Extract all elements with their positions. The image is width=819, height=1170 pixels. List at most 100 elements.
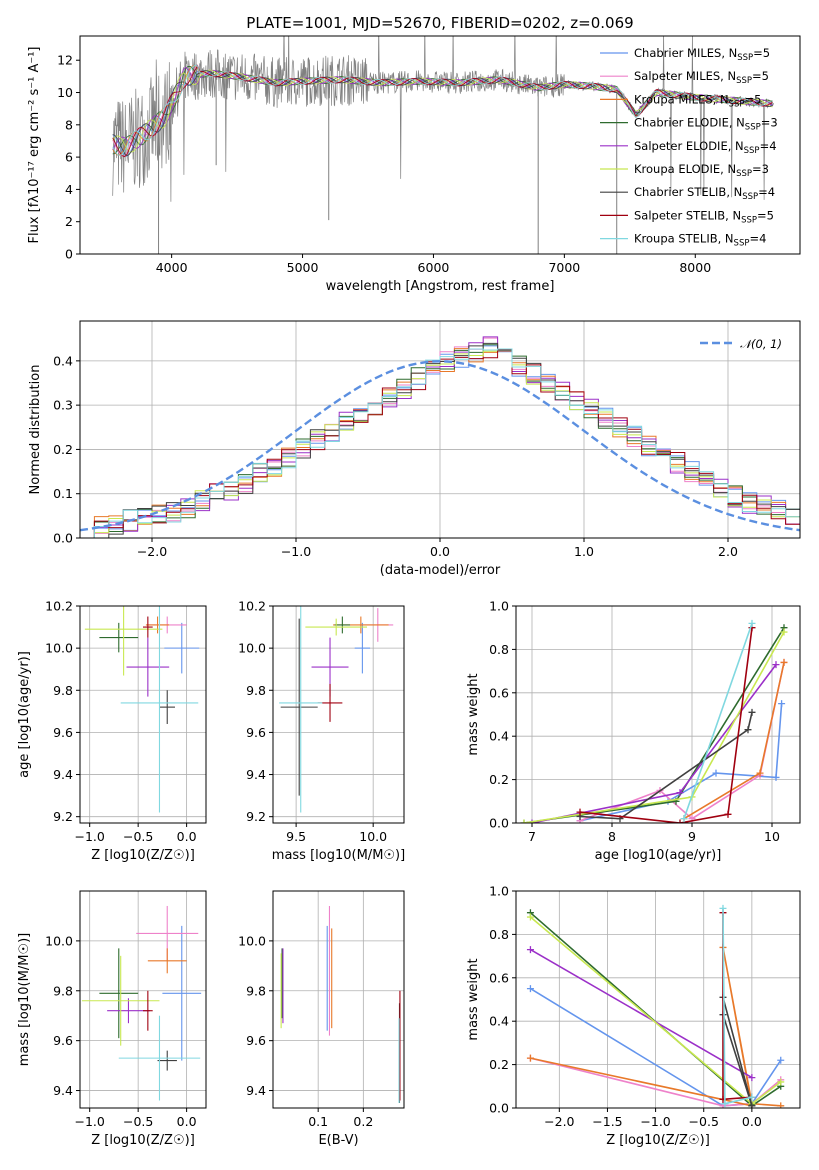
- y-tick-label: 9.2: [53, 809, 73, 824]
- x-tick-label: 4000: [156, 260, 188, 275]
- series-marker-salpeter-stelib: [676, 819, 684, 823]
- series-marker-salpeter-stelib: [724, 810, 732, 818]
- x-tick-label: 10: [764, 829, 780, 844]
- x-axis-label: (data-model)/error: [380, 563, 501, 578]
- x-tick-label: 0.0: [177, 829, 197, 844]
- legend-entry-chabrier-miles-n-ssp-5: Chabrier MILES, NSSP=5: [600, 46, 770, 63]
- series-marker-chabrier-stelib: [744, 726, 752, 734]
- gaussian-curve: [80, 360, 800, 532]
- histogram-kroupa-miles: [80, 348, 800, 538]
- errorbar-salpeter-elodie: [107, 998, 150, 1024]
- legend-entry-salpeter-stelib-n-ssp-5: Salpeter STELIB, NSSP=5: [600, 208, 774, 225]
- plot-area: [84, 606, 200, 813]
- model-line-kroupa-stelib-n-ssp-4: [112, 64, 773, 156]
- legend-label-sub: SSP: [736, 76, 752, 86]
- legend-label: Salpeter ELODIE, NSSP=4: [634, 139, 777, 156]
- legend-entry-salpeter-elodie-n-ssp-4: Salpeter ELODIE, NSSP=4: [600, 139, 777, 156]
- errorbar-kroupa-miles: [145, 616, 170, 634]
- series-marker-chabrier-miles: [712, 769, 720, 777]
- y-tick-label: 0: [65, 247, 73, 262]
- legend-label-sub: SSP: [744, 146, 760, 156]
- plot-area: [80, 336, 800, 538]
- legend-label-tail: =5: [753, 46, 770, 60]
- legend-label-sub: SSP: [736, 169, 752, 179]
- x-tick-label: −1.0: [75, 1114, 105, 1129]
- series-line-kroupa-stelib: [683, 623, 753, 819]
- legend-label-tail: =4: [749, 232, 766, 246]
- errorbar-kroupa-elodie: [305, 618, 368, 636]
- series-line-chabrier-stelib: [722, 997, 753, 1107]
- legend-entry-chabrier-elodie-n-ssp-3: Chabrier ELODIE, NSSP=3: [600, 116, 778, 133]
- legend-label-main: Salpeter MILES, N: [634, 69, 736, 83]
- x-tick-label: 7000: [548, 260, 580, 275]
- legend-label-main: Chabrier MILES, N: [634, 46, 737, 60]
- axes-frame: [79, 605, 207, 824]
- x-tick-label: −1.0: [640, 1114, 670, 1129]
- x-tick-label: 8000: [679, 260, 711, 275]
- errorbar-kroupa-elodie: [81, 955, 160, 1046]
- legend-label-sub: SSP: [742, 192, 758, 202]
- x-axis-label: Z [log10(Z/Z☉)]: [91, 848, 195, 863]
- errorbar-chabrier-elodie: [334, 616, 351, 634]
- series-marker-salpeter-stelib: [576, 808, 584, 816]
- y-tick-label: 0.4: [489, 729, 509, 744]
- legend-label-main: Chabrier STELIB, N: [634, 185, 742, 199]
- legend-label-main: Kroupa MILES, N: [634, 92, 729, 106]
- series-marker-kroupa-miles: [526, 1054, 534, 1062]
- errorbar-salpeter-stelib: [143, 616, 153, 638]
- series-marker-kroupa-elodie: [526, 913, 534, 921]
- legend-label-tail: =5: [744, 92, 761, 106]
- errorbar-kroupa-stelib: [120, 606, 199, 813]
- legend-label-tail: =4: [760, 139, 777, 153]
- x-tick-label: 10.0: [359, 829, 387, 844]
- x-tick-label: 5000: [287, 260, 319, 275]
- axes-frame: [272, 890, 405, 1109]
- errorbar-chabrier-miles: [164, 622, 200, 674]
- errorbar-kroupa-miles: [147, 948, 187, 974]
- legend-label-main: Chabrier ELODIE, N: [634, 116, 745, 130]
- y-tick-label: 0.1: [53, 486, 73, 501]
- legend-label-main: Kroupa ELODIE, N: [634, 162, 736, 176]
- x-tick-label: 1.0: [574, 544, 594, 559]
- x-tick-label: −0.5: [123, 829, 153, 844]
- y-axis-label: age [log10(age/yr)]: [17, 651, 32, 778]
- y-tick-label: 9.2: [246, 809, 266, 824]
- legend-entry-salpeter-miles-n-ssp-5: Salpeter MILES, NSSP=5: [600, 69, 769, 86]
- series-marker-kroupa-miles: [756, 769, 764, 777]
- legend-label: Chabrier ELODIE, NSSP=3: [634, 116, 778, 133]
- y-tick-label: 0.6: [489, 685, 509, 700]
- plot-area: [520, 619, 788, 823]
- x-tick-label: 2.0: [718, 544, 738, 559]
- axes-frame: [79, 890, 207, 1109]
- series-marker-kroupa-elodie: [520, 819, 528, 823]
- y-tick-label: 0.2: [489, 1057, 509, 1072]
- series-line-chabrier-miles: [579, 703, 783, 822]
- series-marker-chabrier-stelib: [748, 1102, 756, 1108]
- series-line-salpeter-elodie: [529, 948, 753, 1079]
- x-tick-label: 6000: [418, 260, 450, 275]
- y-tick-label: 9.6: [53, 1033, 73, 1048]
- y-axis-label: mass weight: [466, 958, 481, 1040]
- series-line-chabrier-stelib: [579, 712, 753, 820]
- errorbar-chabrier-elodie: [99, 948, 139, 1039]
- x-tick-label: −0.5: [123, 1114, 153, 1129]
- legend-label-tail: =5: [752, 69, 769, 83]
- axes-frame: [272, 605, 405, 824]
- x-tick-label: −1.0: [281, 544, 311, 559]
- y-tick-label: 0.0: [489, 816, 509, 831]
- axes-frame: [79, 35, 801, 255]
- y-tick-label: 10.0: [238, 933, 266, 948]
- y-tick-label: 2: [65, 214, 73, 229]
- panel-3: −1.0 −0.5 0.0 9.2 9.4 9.6 9.8 10.0 10.2 Z [log10(…: [17, 599, 207, 863]
- legend-label-sub: SSP: [737, 53, 753, 63]
- legend-entry-chabrier-stelib-n-ssp-4: Chabrier STELIB, NSSP=4: [600, 185, 775, 202]
- legend-label-main: Salpeter ELODIE, N: [634, 139, 744, 153]
- x-axis-label: Z [log10(Z/Z☉)]: [91, 1133, 195, 1148]
- series-line-kroupa-miles: [683, 662, 785, 820]
- series-line-chabrier-elodie: [523, 627, 785, 823]
- plot-area: [526, 904, 785, 1108]
- series-marker-kroupa-stelib: [748, 1093, 756, 1101]
